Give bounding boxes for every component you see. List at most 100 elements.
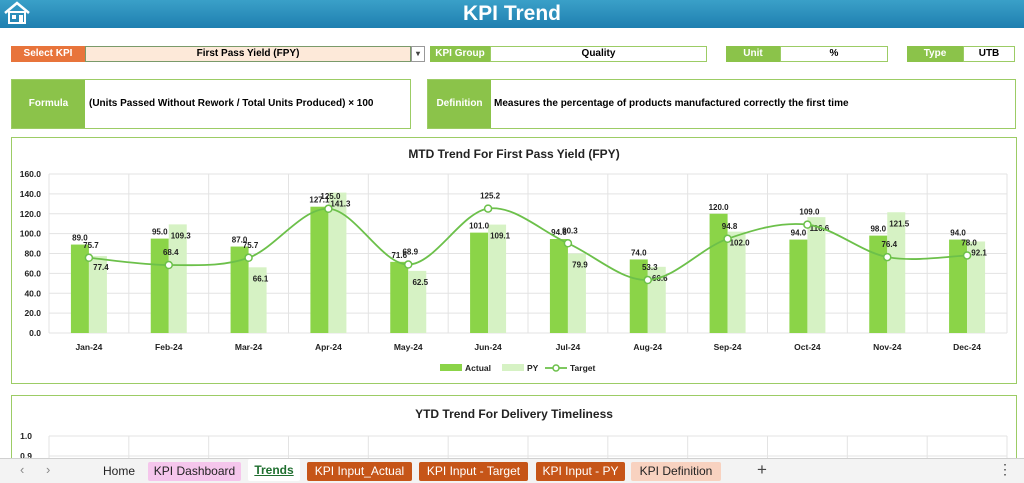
target-point bbox=[483, 204, 493, 213]
target-point bbox=[244, 253, 253, 263]
bar-actual bbox=[470, 232, 489, 333]
x-tick-label: Aug-24 bbox=[633, 342, 662, 352]
data-label-target: 75.7 bbox=[243, 241, 259, 250]
y-tick-label: 160.0 bbox=[20, 169, 42, 179]
tab-kpi-definition[interactable]: KPI Definition bbox=[631, 462, 721, 481]
target-point bbox=[563, 239, 573, 248]
data-label-actual: 120.0 bbox=[709, 203, 730, 212]
y-tick-label: 1.0 bbox=[20, 431, 32, 441]
bar-actual bbox=[949, 239, 968, 333]
data-label-actual: 87.0 bbox=[232, 236, 248, 245]
target-point bbox=[643, 275, 652, 285]
target-point bbox=[164, 260, 173, 270]
y-tick-label: 120.0 bbox=[20, 209, 42, 219]
y-tick-label: 40.0 bbox=[24, 288, 41, 298]
formula-box: Formula (Units Passed Without Rework / T… bbox=[11, 79, 411, 129]
select-kpi-label: Select KPI bbox=[11, 46, 85, 62]
bar-py bbox=[887, 212, 906, 333]
data-label-target: 125.0 bbox=[320, 192, 341, 201]
target-point bbox=[962, 251, 972, 260]
x-tick-label: Feb-24 bbox=[155, 342, 183, 352]
bar-py bbox=[567, 253, 586, 333]
target-point bbox=[883, 252, 892, 262]
legend-label-actual: Actual bbox=[465, 363, 491, 373]
data-label-target: 78.0 bbox=[961, 238, 977, 247]
data-label-target: 90.3 bbox=[562, 226, 578, 235]
bar-actual bbox=[230, 246, 249, 333]
data-label-actual: 95.0 bbox=[152, 228, 168, 237]
y-tick-label: 20.0 bbox=[24, 308, 41, 318]
definition-text: Measures the percentage of products manu… bbox=[494, 98, 849, 109]
data-label-py: 62.5 bbox=[412, 278, 428, 287]
y-tick-label: 80.0 bbox=[24, 249, 41, 259]
ytd-chart-title: YTD Trend For Delivery Timeliness bbox=[415, 407, 613, 421]
bar-py bbox=[647, 266, 666, 333]
bar-py bbox=[967, 241, 986, 333]
tab-kpi-input-actual[interactable]: KPI Input_Actual bbox=[307, 462, 412, 481]
tab-kpi-input-target[interactable]: KPI Input - Target bbox=[419, 462, 528, 481]
type-value: UTB bbox=[963, 46, 1015, 62]
data-label-py: 79.9 bbox=[572, 261, 588, 270]
bar-actual bbox=[709, 213, 728, 333]
y-tick-label: 140.0 bbox=[20, 189, 42, 199]
x-tick-label: May-24 bbox=[394, 342, 423, 352]
data-label-py: 116.6 bbox=[810, 224, 830, 233]
select-kpi-dropdown[interactable]: First Pass Yield (FPY) bbox=[85, 46, 411, 62]
data-label-target: 94.8 bbox=[722, 222, 738, 231]
tab-kpi-dashboard[interactable]: KPI Dashboard bbox=[148, 462, 241, 481]
data-label-target: 125.2 bbox=[480, 192, 501, 201]
bar-py bbox=[328, 192, 347, 333]
bar-actual bbox=[390, 261, 409, 333]
data-label-actual: 98.0 bbox=[870, 225, 886, 234]
target-point bbox=[404, 260, 413, 269]
x-tick-label: Mar-24 bbox=[235, 342, 263, 352]
type-label: Type bbox=[907, 46, 963, 62]
data-label-target: 53.3 bbox=[642, 263, 658, 272]
y-tick-label: 100.0 bbox=[20, 229, 42, 239]
sheet-tab-bar: ‹ › Home KPI Dashboard Trends KPI Input_… bbox=[0, 458, 1024, 483]
data-label-actual: 127.1 bbox=[309, 196, 330, 205]
bar-actual bbox=[70, 244, 89, 333]
x-tick-label: Apr-24 bbox=[315, 342, 342, 352]
tab-trends[interactable]: Trends bbox=[248, 459, 300, 481]
dropdown-arrow-icon[interactable]: ▾ bbox=[411, 46, 425, 62]
y-tick-label: 0.9 bbox=[20, 451, 32, 461]
nav-next-icon[interactable]: › bbox=[46, 462, 51, 477]
data-label-target: 109.0 bbox=[799, 208, 820, 217]
bar-py bbox=[168, 224, 187, 333]
bar-py bbox=[88, 256, 107, 333]
data-label-actual: 94.0 bbox=[791, 229, 807, 238]
x-tick-label: Jan-24 bbox=[75, 342, 102, 352]
definition-box: Definition Measures the percentage of pr… bbox=[427, 79, 1016, 129]
x-tick-label: Nov-24 bbox=[873, 342, 902, 352]
bar-py bbox=[488, 224, 507, 333]
title-bar: KPI Trend bbox=[0, 0, 1024, 28]
legend-label-py: PY bbox=[527, 363, 539, 373]
data-label-py: 121.5 bbox=[889, 219, 910, 228]
y-tick-label: 60.0 bbox=[24, 268, 41, 278]
more-options-icon[interactable]: ⋮ bbox=[998, 461, 1012, 477]
data-label-target: 75.7 bbox=[83, 241, 99, 250]
mtd-chart: 0.0 20.0 40.0 60.0 80.0 100.0 120.0 140.0 160.0 8… bbox=[20, 169, 1008, 373]
data-label-actual: 74.0 bbox=[631, 248, 647, 257]
data-label-py: 109.1 bbox=[490, 232, 511, 241]
legend-label-target: Target bbox=[570, 363, 596, 373]
data-label-actual: 94.6 bbox=[551, 228, 567, 237]
tab-home[interactable]: Home bbox=[102, 464, 135, 478]
target-point bbox=[324, 204, 333, 214]
bar-actual bbox=[549, 238, 568, 333]
tab-kpi-input-py[interactable]: KPI Input - PY bbox=[536, 462, 625, 481]
add-sheet-icon[interactable]: + bbox=[757, 460, 767, 479]
bar-actual bbox=[869, 235, 888, 333]
home-icon[interactable] bbox=[2, 1, 32, 25]
data-label-target: 68.4 bbox=[163, 248, 179, 257]
bar-py bbox=[727, 231, 746, 333]
definition-label: Definition bbox=[428, 80, 491, 128]
bar-actual bbox=[310, 206, 329, 333]
data-label-actual: 94.0 bbox=[950, 229, 966, 238]
target-point bbox=[84, 253, 94, 263]
legend-marker-target bbox=[552, 364, 560, 372]
nav-prev-icon[interactable]: ‹ bbox=[20, 462, 25, 477]
bar-py bbox=[807, 217, 826, 333]
ytd-chart: 1.0 0.9 bbox=[20, 431, 1008, 464]
